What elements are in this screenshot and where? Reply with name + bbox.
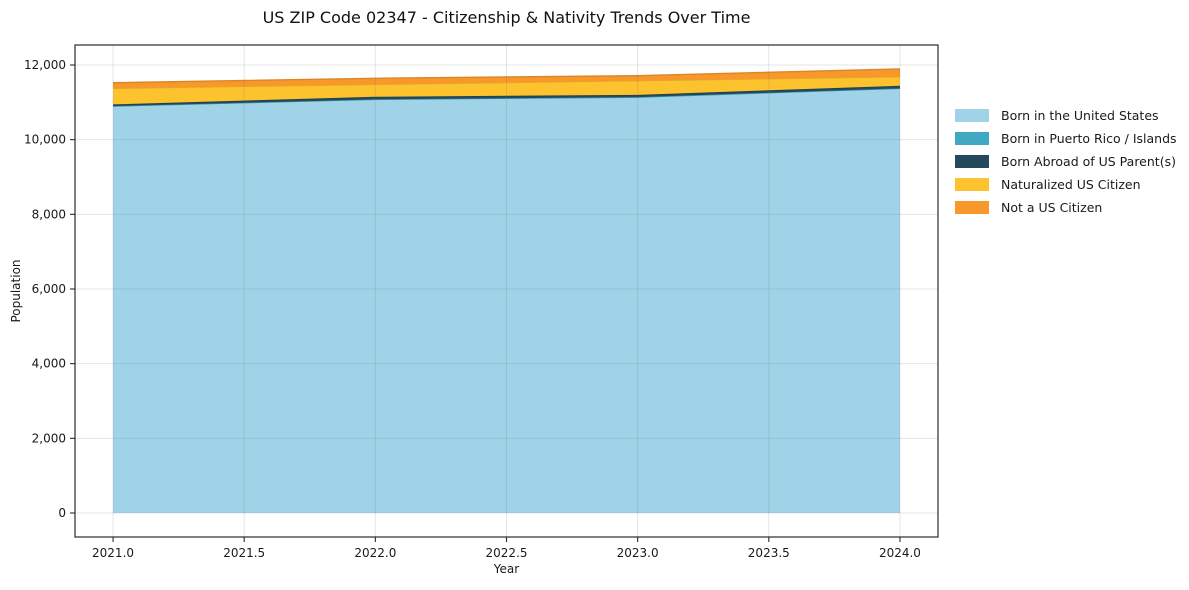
y-tick-label: 10,000 — [24, 133, 66, 147]
x-tick-label: 2024.0 — [879, 546, 921, 560]
legend-label: Born in the United States — [1001, 107, 1159, 123]
x-tick-label: 2022.0 — [354, 546, 396, 560]
area-band — [113, 68, 900, 89]
y-tick-label: 4,000 — [32, 357, 66, 371]
legend-swatch-naturalized — [955, 177, 989, 191]
x-tick-label: 2022.5 — [486, 546, 528, 560]
x-tick-label: 2023.0 — [617, 546, 659, 560]
legend-swatch-born-abroad — [955, 154, 989, 168]
legend-label: Not a US Citizen — [1001, 199, 1103, 215]
legend-item: Naturalized US Citizen — [955, 176, 1177, 192]
area-band — [113, 76, 900, 105]
area-band — [113, 88, 900, 513]
legend-label: Naturalized US Citizen — [1001, 176, 1141, 192]
legend-item: Not a US Citizen — [955, 199, 1177, 215]
area-band-edge — [113, 68, 900, 84]
legend-item: Born Abroad of US Parent(s) — [955, 153, 1177, 169]
chart-title: US ZIP Code 02347 - Citizenship & Nativi… — [262, 8, 751, 27]
x-tick-label: 2021.0 — [92, 546, 134, 560]
legend-label: Born Abroad of US Parent(s) — [1001, 153, 1176, 169]
y-axis-label: Population — [9, 259, 23, 323]
x-axis-label: Year — [493, 562, 520, 576]
y-tick-label: 8,000 — [32, 207, 66, 221]
x-tick-label: 2021.5 — [223, 546, 265, 560]
legend-item: Born in Puerto Rico / Islands — [955, 130, 1177, 146]
y-tick-label: 6,000 — [32, 282, 66, 296]
y-tick-label: 0 — [58, 506, 66, 520]
legend-swatch-born-pr — [955, 131, 989, 145]
legend-item: Born in the United States — [955, 107, 1177, 123]
legend-swatch-born-us — [955, 108, 989, 122]
y-tick-label: 12,000 — [24, 58, 66, 72]
legend: Born in the United States Born in Puerto… — [955, 107, 1177, 215]
y-tick-label: 2,000 — [32, 431, 66, 445]
x-tick-label: 2023.5 — [748, 546, 790, 560]
legend-label: Born in Puerto Rico / Islands — [1001, 130, 1177, 146]
legend-swatch-not-citizen — [955, 200, 989, 214]
